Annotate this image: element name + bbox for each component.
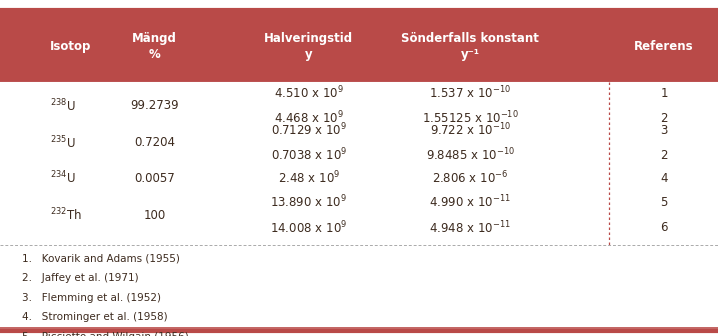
Text: 0.7038 x 10$^{9}$: 0.7038 x 10$^{9}$ [271,147,347,164]
Text: 1: 1 [661,87,668,100]
Text: 4.   Strominger et al. (1958): 4. Strominger et al. (1958) [22,312,167,322]
Text: 9.8485 x 10$^{-10}$: 9.8485 x 10$^{-10}$ [426,147,515,164]
Text: 1.537 x 10$^{-10}$: 1.537 x 10$^{-10}$ [429,85,511,101]
Text: 6: 6 [661,221,668,234]
Text: 5: 5 [661,196,668,209]
Text: Sönderfalls konstant
y⁻¹: Sönderfalls konstant y⁻¹ [401,32,539,61]
Text: Referens: Referens [634,40,694,53]
Text: $^{234}$U: $^{234}$U [50,170,76,186]
Text: 13.890 x 10$^{9}$: 13.890 x 10$^{9}$ [270,194,348,211]
Text: 4.510 x 10$^{9}$: 4.510 x 10$^{9}$ [274,85,344,101]
Text: 4.468 x 10$^{9}$: 4.468 x 10$^{9}$ [274,110,344,127]
Text: 2.   Jaffey et al. (1971): 2. Jaffey et al. (1971) [22,273,138,283]
Text: 3: 3 [661,124,668,137]
Text: 2.48 x 10$^{9}$: 2.48 x 10$^{9}$ [278,170,340,186]
Text: Halveringstid
y: Halveringstid y [264,32,353,61]
Text: 100: 100 [144,209,165,221]
Text: 99.2739: 99.2739 [130,99,179,112]
Text: Mängd
%: Mängd % [132,32,177,61]
Text: $^{232}$Th: $^{232}$Th [50,207,82,223]
Text: 4.990 x 10$^{-11}$: 4.990 x 10$^{-11}$ [429,194,511,211]
Text: 5.   Picciotto and Wilgain (1956): 5. Picciotto and Wilgain (1956) [22,332,188,336]
Text: $^{238}$U: $^{238}$U [50,97,76,114]
Text: 0.0057: 0.0057 [134,172,174,184]
Text: 1.   Kovarik and Adams (1955): 1. Kovarik and Adams (1955) [22,254,180,264]
Text: 2: 2 [661,149,668,162]
Bar [0,10,718,82]
Text: $^{235}$U: $^{235}$U [50,134,76,151]
Text: 0.7129 x 10$^{9}$: 0.7129 x 10$^{9}$ [271,122,347,138]
Text: 3.   Flemming et al. (1952): 3. Flemming et al. (1952) [22,293,161,303]
Text: Isotop: Isotop [50,40,92,53]
Text: 2.806 x 10$^{-6}$: 2.806 x 10$^{-6}$ [432,170,508,186]
Text: 1.55125 x 10$^{-10}$: 1.55125 x 10$^{-10}$ [422,110,518,127]
Text: 9.722 x 10$^{-10}$: 9.722 x 10$^{-10}$ [430,122,510,138]
Text: 0.7204: 0.7204 [134,136,175,149]
Text: 2: 2 [661,112,668,125]
Text: 14.008 x 10$^{9}$: 14.008 x 10$^{9}$ [270,219,348,236]
Text: 4.948 x 10$^{-11}$: 4.948 x 10$^{-11}$ [429,219,511,236]
Text: 4: 4 [661,172,668,184]
